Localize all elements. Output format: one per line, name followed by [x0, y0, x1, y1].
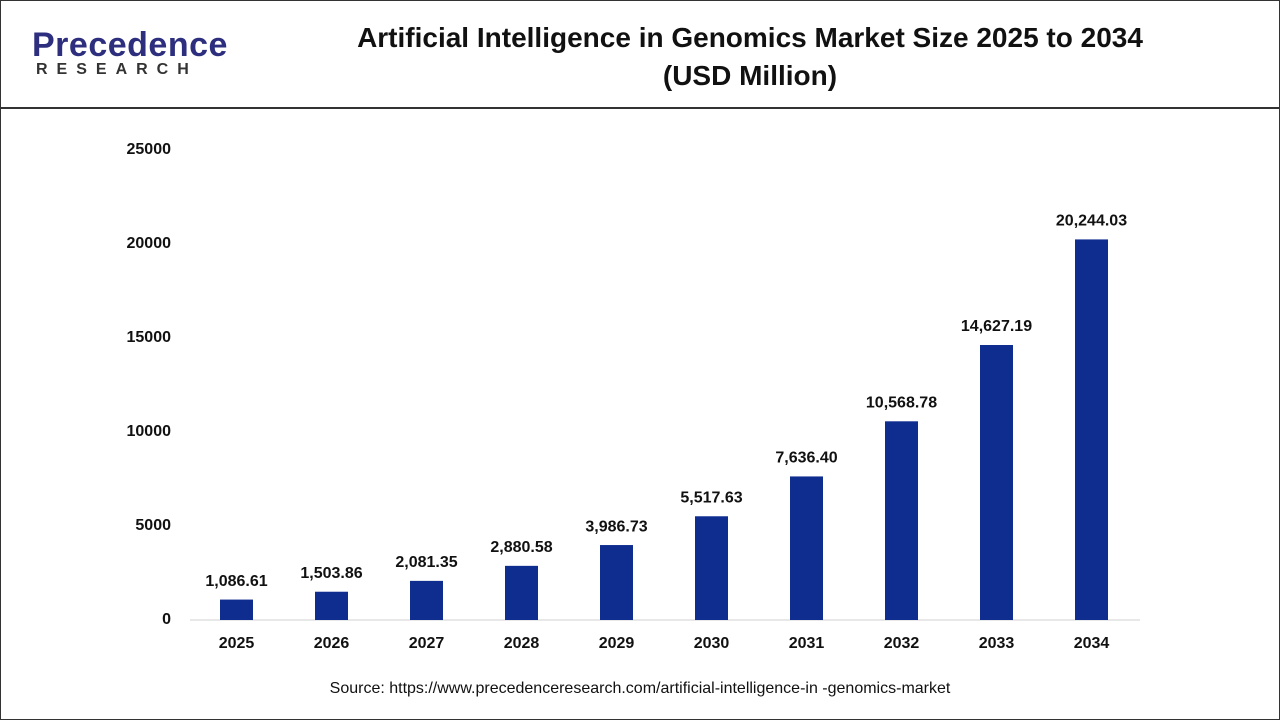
- logo-tagline: RESEARCH: [36, 61, 198, 78]
- bar: [790, 476, 823, 620]
- bar: [600, 545, 633, 620]
- y-tick-label: 25000: [127, 141, 172, 158]
- logo-name: Precedence: [32, 26, 228, 64]
- x-tick-label: 2028: [504, 635, 540, 652]
- bar: [980, 345, 1013, 620]
- bar: [695, 516, 728, 620]
- source: Source: https://www.precedenceresearch.c…: [330, 680, 951, 697]
- value-label: 1,086.61: [205, 573, 267, 590]
- value-label: 10,568.78: [866, 395, 937, 412]
- bar: [315, 591, 348, 620]
- y-tick-label: 0: [162, 611, 171, 628]
- x-tick-label: 2034: [1074, 635, 1110, 652]
- chart-title: Artificial Intelligence in Genomics Mark…: [357, 22, 1143, 53]
- value-label: 20,244.03: [1056, 213, 1127, 230]
- value-label: 2,081.35: [395, 554, 457, 571]
- bar: [505, 565, 538, 620]
- value-label: 14,627.19: [961, 318, 1032, 335]
- value-label: 7,636.40: [775, 450, 837, 467]
- x-tick-label: 2025: [219, 635, 255, 652]
- x-tick-label: 2032: [884, 635, 920, 652]
- x-tick-label: 2026: [314, 635, 350, 652]
- x-tick-label: 2030: [694, 635, 730, 652]
- x-tick-label: 2031: [789, 635, 825, 652]
- bar: [885, 421, 918, 620]
- header: Precedence RESEARCH Artificial Intellige…: [0, 0, 1280, 109]
- value-label: 5,517.63: [680, 489, 742, 506]
- x-tick-label: 2033: [979, 635, 1015, 652]
- bar: [220, 599, 253, 620]
- bar: [1075, 239, 1108, 620]
- y-tick-label: 5000: [135, 517, 171, 534]
- y-tick-label: 20000: [127, 235, 172, 252]
- y-tick-label: 15000: [127, 329, 172, 346]
- value-label: 3,986.73: [585, 518, 647, 535]
- bar: [410, 580, 443, 620]
- y-tick-label: 10000: [127, 423, 172, 440]
- value-label: 1,503.86: [300, 565, 362, 582]
- chart-title: (USD Million): [662, 60, 838, 91]
- value-label: 2,880.58: [490, 539, 552, 556]
- x-tick-label: 2029: [599, 635, 635, 652]
- x-tick-label: 2027: [409, 635, 445, 652]
